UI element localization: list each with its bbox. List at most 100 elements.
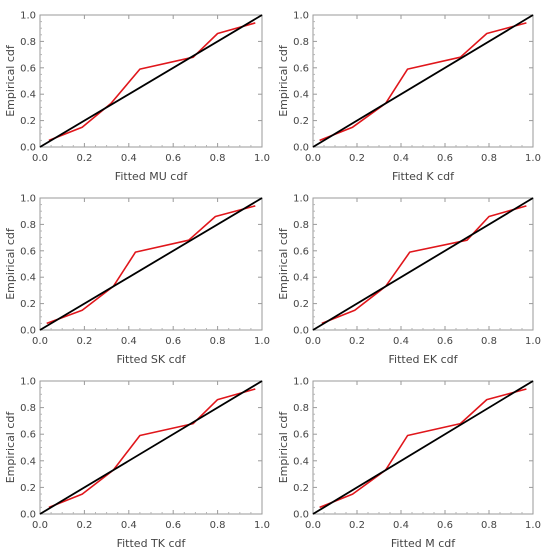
y-tick-label: 0.4 [293,273,309,284]
y-tick-label: 0.2 [293,116,309,127]
plot-panel-2: 0.0 0.2 0.4 0.6 0.8 1.0 0.0 0.2 0.4 0.6 0.8 1.0 Fitt… [293,11,541,184]
empirical-cdf-line [48,22,256,142]
y-axis-title: Empirical cdf [4,411,17,484]
plot-panel-3: 0.0 0.2 0.4 0.6 0.8 1.0 0.0 0.2 0.4 0.6 0.8 1.0 Fitt… [4,194,270,367]
y-axis-title: Empirical cdf [4,227,17,300]
x-tick-label: 0.6 [165,336,181,347]
reference-diagonal-line [312,197,534,331]
y-tick-label: 0.4 [20,90,36,101]
x-axis-title: Fitted EK cdf [388,353,458,366]
empirical-cdf-line [48,388,256,509]
y-tick-label: 0.2 [20,483,36,494]
y-tick-label: 0.4 [20,456,36,467]
y-tick-label: 1.0 [293,377,309,388]
y-tick-label: 1.0 [293,194,309,205]
x-tick-label: 0.6 [437,336,453,347]
y-axis-title: Empirical cdf [277,227,290,300]
x-tick-label: 0.8 [481,336,497,347]
plot-panel-1: 0.0 0.2 0.4 0.6 0.8 1.0 0.0 0.2 0.4 0.6 0.8 1.0 Fitt… [4,11,270,184]
y-tick-label: 1.0 [20,377,36,388]
x-tick-label: 0.0 [32,336,48,347]
x-tick-label: 0.0 [305,153,321,164]
y-tick-label: 0.6 [20,430,36,441]
x-tick-label: 0.4 [121,520,137,531]
x-tick-label: 0.4 [393,520,409,531]
x-tick-label: 0.6 [165,520,181,531]
x-tick-label: 0.0 [305,520,321,531]
empirical-cdf-line [321,205,527,325]
y-tick-label: 0.2 [20,299,36,310]
x-tick-label: 0.2 [76,153,92,164]
x-tick-label: 0.8 [210,336,226,347]
y-tick-label: 1.0 [293,11,309,22]
y-tick-label: 0.2 [293,483,309,494]
reference-diagonal-line [312,380,534,515]
x-tick-label: 0.2 [76,520,92,531]
empirical-cdf-line [319,388,527,509]
plot-panel-6: 0.0 0.2 0.4 0.6 0.8 1.0 0.0 0.2 0.4 0.6 0.8 1.0 Fitt… [293,377,541,550]
x-tick-label: 0.6 [437,520,453,531]
x-tick-label: 0.6 [437,153,453,164]
y-tick-label: 0.6 [20,63,36,74]
x-tick-label: 0.4 [121,153,137,164]
x-axis-title: Fitted M cdf [391,537,456,550]
reference-diagonal-line [312,14,534,148]
x-axis-title: Fitted MU cdf [115,170,189,183]
plot-panel-5: 0.0 0.2 0.4 0.6 0.8 1.0 0.0 0.2 0.4 0.6 0.8 1.0 Fitt… [4,377,270,550]
reference-diagonal-line [39,14,263,148]
y-tick-label: 0.8 [293,403,309,414]
y-tick-label: 0.0 [293,143,309,154]
empirical-cdf-line [46,205,256,325]
y-tick-label: 0.8 [20,220,36,231]
y-tick-label: 0.2 [20,116,36,127]
y-tick-label: 0.0 [293,326,309,337]
y-tick-label: 0.0 [20,143,36,154]
x-tick-label: 0.2 [349,520,365,531]
x-tick-label: 0.4 [393,336,409,347]
y-tick-label: 0.8 [293,37,309,48]
x-tick-label: 0.0 [305,336,321,347]
y-tick-label: 0.4 [20,273,36,284]
y-tick-label: 0.6 [293,63,309,74]
x-tick-label: 0.4 [121,336,137,347]
x-tick-label: 0.0 [32,520,48,531]
reference-diagonal-line [39,197,263,331]
y-tick-label: 0.4 [293,90,309,101]
y-tick-label: 0.8 [20,403,36,414]
y-axis-title: Empirical cdf [277,411,290,484]
x-tick-label: 0.8 [210,520,226,531]
y-tick-label: 0.4 [293,456,309,467]
x-tick-label: 1.0 [525,153,541,164]
y-tick-label: 0.2 [293,299,309,310]
reference-diagonal-line [39,380,263,515]
empirical-cdf-line [319,22,527,142]
x-tick-label: 1.0 [254,520,270,531]
plot-panel-4: 0.0 0.2 0.4 0.6 0.8 1.0 0.0 0.2 0.4 0.6 0.8 1.0 Fitt… [293,194,541,367]
x-tick-label: 0.8 [210,153,226,164]
y-tick-label: 1.0 [20,194,36,205]
x-tick-label: 0.2 [349,153,365,164]
x-tick-label: 1.0 [525,520,541,531]
x-axis-title: Fitted SK cdf [116,353,186,366]
x-tick-label: 0.8 [481,520,497,531]
x-tick-label: 1.0 [254,153,270,164]
y-tick-label: 0.0 [293,510,309,521]
x-axis-title: Fitted K cdf [392,170,455,183]
x-axis-title: Fitted TK cdf [117,537,187,550]
y-tick-label: 0.6 [20,246,36,257]
x-tick-label: 1.0 [525,336,541,347]
x-tick-label: 1.0 [254,336,270,347]
y-tick-label: 0.0 [20,510,36,521]
y-tick-label: 1.0 [20,11,36,22]
x-tick-label: 0.2 [76,336,92,347]
y-tick-label: 0.8 [20,37,36,48]
y-tick-label: 0.6 [293,430,309,441]
x-tick-label: 0.0 [32,153,48,164]
x-tick-label: 0.8 [481,153,497,164]
x-tick-label: 0.4 [393,153,409,164]
y-axis-title: Empirical cdf [4,44,17,117]
x-tick-label: 0.6 [165,153,181,164]
y-tick-label: 0.0 [20,326,36,337]
y-tick-label: 0.6 [293,246,309,257]
